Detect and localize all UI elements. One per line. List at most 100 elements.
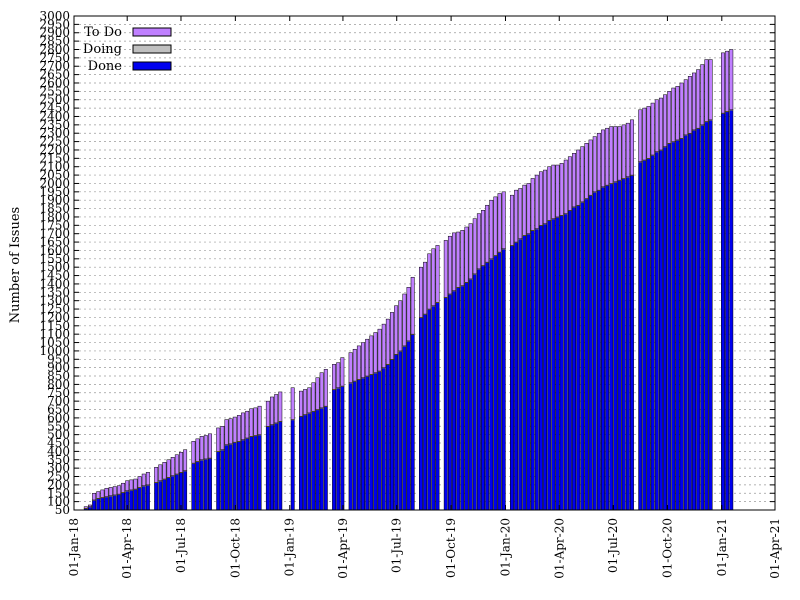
bar-todo <box>654 99 659 152</box>
y-tick-label: 2900 <box>39 26 70 40</box>
x-tick-label: 01-Jul-19 <box>390 518 404 573</box>
y-tick-label: 2500 <box>39 93 70 107</box>
bar-todo <box>290 387 295 420</box>
y-axis-title: Number of Issues <box>8 207 23 323</box>
legend-swatch <box>132 27 172 37</box>
bar-done <box>236 441 241 511</box>
bar-done <box>588 194 593 511</box>
bar-todo <box>278 391 283 422</box>
bar-done <box>319 407 324 511</box>
bar-done <box>683 134 688 511</box>
bar-todo <box>398 300 403 352</box>
bar-done <box>129 489 134 511</box>
bar-done <box>559 215 564 511</box>
bar-todo <box>270 396 274 425</box>
bar-todo <box>381 323 386 368</box>
bar-done <box>464 282 469 511</box>
bar-todo <box>406 287 411 342</box>
y-tick-label: 550 <box>47 419 70 433</box>
bar-todo <box>580 146 585 203</box>
bar-done <box>638 161 643 511</box>
bar-done <box>373 372 378 511</box>
bar-done <box>249 436 254 511</box>
bar-todo <box>402 293 407 347</box>
bar-todo <box>567 156 572 211</box>
bar-done <box>241 439 245 511</box>
bar-done <box>596 189 601 511</box>
x-tick-label: 01-Apr-19 <box>336 518 350 579</box>
bar-todo <box>700 64 705 126</box>
bar-todo <box>137 476 142 488</box>
bar-done <box>435 302 440 511</box>
x-tick-label: 01-Jan-18 <box>67 518 81 576</box>
bar-todo <box>394 305 399 355</box>
bar-done <box>377 370 382 511</box>
bar-done <box>572 206 576 511</box>
y-tick-label: 1500 <box>39 260 70 274</box>
bar-todo <box>460 230 465 286</box>
bars <box>83 49 734 511</box>
y-tick-label: 300 <box>47 461 70 475</box>
bar-done <box>340 385 345 511</box>
bar-done <box>315 409 320 511</box>
bar-done <box>299 415 303 511</box>
bar-todo <box>104 487 109 497</box>
bar-done <box>365 375 370 511</box>
bar-todo <box>638 109 643 162</box>
bar-todo <box>679 82 684 139</box>
bar-todo <box>419 266 423 318</box>
bar-done <box>133 488 138 511</box>
bar-todo <box>464 226 469 283</box>
bar-todo <box>207 433 212 459</box>
y-tick-label: 500 <box>47 428 70 442</box>
y-tick-label: 2250 <box>39 135 70 149</box>
bar-todo <box>621 124 626 179</box>
bar-todo <box>485 204 490 263</box>
bar-done <box>729 109 734 511</box>
y-tick-label: 2200 <box>39 143 70 157</box>
legend-label: To Do <box>84 25 122 40</box>
bar-todo <box>319 372 324 409</box>
bar-todo <box>497 193 502 253</box>
x-tick-label: 01-Apr-20 <box>552 518 566 579</box>
bar-todo <box>141 473 146 486</box>
bar-todo <box>299 390 303 417</box>
bar-done <box>654 151 659 511</box>
bar-done <box>700 124 705 511</box>
legend: To Do Doing Done <box>83 25 172 74</box>
bar-done <box>390 359 394 511</box>
bar-done <box>290 419 295 511</box>
bar-todo <box>311 382 316 412</box>
bar-done <box>352 380 357 511</box>
bar-todo <box>596 132 601 191</box>
y-tick-label: 1300 <box>39 294 70 308</box>
bar-done <box>551 218 556 511</box>
bar-done <box>460 285 465 511</box>
bar-done <box>489 258 494 511</box>
bar-done <box>452 290 457 511</box>
bar-done <box>220 449 225 511</box>
bar-done <box>112 494 117 511</box>
bar-done <box>646 158 651 511</box>
bar-done <box>199 459 204 511</box>
bar-todo <box>613 126 618 183</box>
bar-todo <box>133 478 138 490</box>
bar-done <box>476 268 481 511</box>
y-tick-label: 1350 <box>39 285 70 299</box>
bar-todo <box>249 408 254 437</box>
bar-todo <box>630 119 634 176</box>
bar-todo <box>183 449 188 471</box>
y-tick-label: 2750 <box>39 51 70 65</box>
bar-done <box>497 251 502 511</box>
y-tick-label: 250 <box>47 470 70 484</box>
bar-done <box>257 434 262 511</box>
bar-done <box>145 484 150 511</box>
bar-todo <box>435 245 440 303</box>
bar-todo <box>642 107 647 161</box>
bar-todo <box>675 86 680 141</box>
legend-swatch <box>132 44 172 54</box>
bar-done <box>547 220 552 511</box>
bar-todo <box>683 79 688 136</box>
bar-todo <box>191 441 196 464</box>
legend-label: Done <box>88 59 123 74</box>
